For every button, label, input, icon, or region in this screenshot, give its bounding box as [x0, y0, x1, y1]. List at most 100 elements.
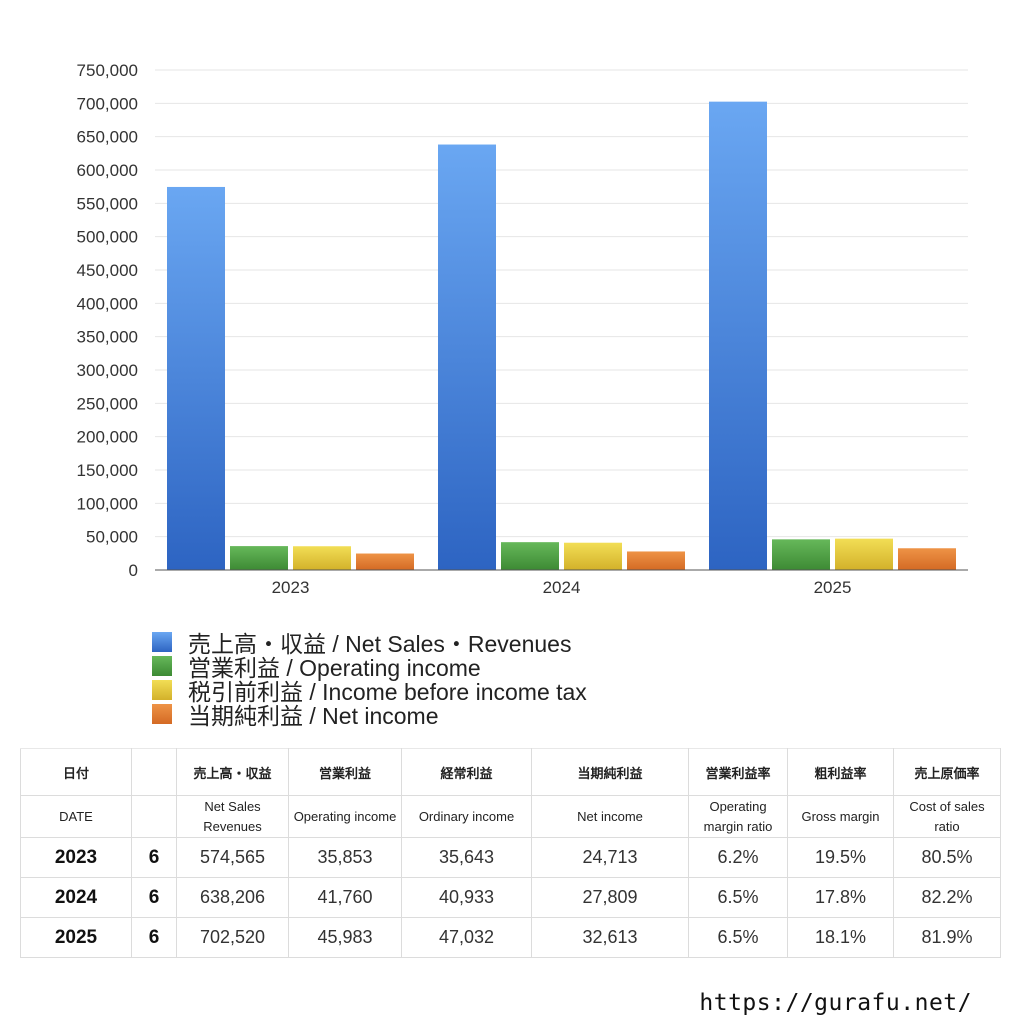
y-tick-label: 50,000	[86, 528, 138, 547]
y-tick-label: 500,000	[77, 228, 138, 247]
site-url[interactable]: https://gurafu.net/	[699, 990, 972, 1016]
legend-label-operating-income: 営業利益 / Operating income	[188, 655, 481, 681]
y-tick-label: 400,000	[77, 294, 138, 313]
cell-net-income: 24,713	[531, 837, 689, 878]
bar	[293, 546, 351, 570]
bar	[356, 553, 414, 570]
header-ja-date: 日付	[20, 748, 132, 796]
cell-net-sales: 638,206	[176, 877, 289, 918]
legend-swatch-operating-income	[152, 656, 172, 676]
table-row: 2025 6 702,520 45,983 47,032 32,613 6.5%…	[20, 917, 1001, 958]
y-tick-label: 250,000	[77, 394, 138, 413]
header-ja-cost-ratio: 売上原価率	[893, 748, 1001, 796]
legend-item-operating-income: 営業利益 / Operating income	[152, 654, 587, 681]
y-tick-label: 0	[129, 561, 138, 580]
cell-net-income: 32,613	[531, 917, 689, 958]
legend-swatch-net-sales	[152, 632, 172, 652]
table-row: 2023 6 574,565 35,853 35,643 24,713 6.2%…	[20, 837, 1001, 878]
bar	[564, 542, 622, 570]
cell-net-income: 27,809	[531, 877, 689, 918]
cell-month: 6	[131, 837, 177, 878]
x-tick-label: 2024	[543, 578, 581, 597]
y-tick-label: 600,000	[77, 161, 138, 180]
cell-gross-margin: 19.5%	[787, 837, 894, 878]
y-tick-label: 300,000	[77, 361, 138, 380]
cell-net-sales: 574,565	[176, 837, 289, 878]
cell-year: 2023	[20, 837, 132, 878]
y-tick-label: 700,000	[77, 94, 138, 113]
y-tick-label: 750,000	[77, 61, 138, 80]
bar	[772, 539, 830, 570]
header-ja-net-sales: 売上高・収益	[176, 748, 289, 796]
gridlines	[155, 69, 968, 538]
cell-operating-income: 45,983	[288, 917, 402, 958]
cell-operating-margin: 6.5%	[688, 917, 788, 958]
x-axis-ticks: 2023 2024 2025	[272, 578, 852, 597]
y-tick-label: 650,000	[77, 128, 138, 147]
y-tick-label: 100,000	[77, 494, 138, 513]
bar	[709, 101, 767, 571]
y-tick-label: 550,000	[77, 194, 138, 213]
cell-month: 6	[131, 877, 177, 918]
cell-operating-margin: 6.5%	[688, 877, 788, 918]
y-tick-label: 450,000	[77, 261, 138, 280]
cell-cost-ratio: 80.5%	[893, 837, 1001, 878]
table-header-japanese: 日付 売上高・収益 営業利益 経常利益 当期純利益 営業利益率 粗利益率 売上原…	[20, 748, 1001, 796]
cell-operating-income: 41,760	[288, 877, 402, 918]
bar	[501, 542, 559, 570]
header-en-operating-margin: Operating margin ratio	[688, 795, 788, 838]
legend-swatch-income-before-tax	[152, 680, 172, 700]
bar	[835, 538, 893, 570]
financial-table: 日付 売上高・収益 営業利益 経常利益 当期純利益 営業利益率 粗利益率 売上原…	[20, 748, 1001, 958]
cell-gross-margin: 18.1%	[787, 917, 894, 958]
legend-swatch-net-income	[152, 704, 172, 724]
cell-gross-margin: 17.8%	[787, 877, 894, 918]
header-ja-operating-income: 営業利益	[288, 748, 402, 796]
cell-ordinary-income: 47,032	[401, 917, 532, 958]
header-en-month	[131, 795, 177, 838]
header-ja-month	[131, 748, 177, 796]
header-en-cost-ratio: Cost of sales ratio	[893, 795, 1001, 838]
header-ja-operating-margin: 営業利益率	[688, 748, 788, 796]
bar	[627, 551, 685, 570]
cell-cost-ratio: 81.9%	[893, 917, 1001, 958]
legend-item-income-before-tax: 税引前利益 / Income before income tax	[152, 678, 587, 705]
cell-net-sales: 702,520	[176, 917, 289, 958]
table-row: 2024 6 638,206 41,760 40,933 27,809 6.5%…	[20, 877, 1001, 918]
y-tick-label: 200,000	[77, 428, 138, 447]
legend-label-net-income: 当期純利益 / Net income	[188, 703, 439, 729]
legend-label-income-before-tax: 税引前利益 / Income before income tax	[188, 679, 587, 705]
bars	[167, 101, 956, 571]
y-tick-label: 150,000	[77, 461, 138, 480]
legend-label-net-sales: 売上高・収益 / Net Sales・Revenues	[188, 631, 572, 657]
header-en-ordinary-income: Ordinary income	[401, 795, 532, 838]
cell-ordinary-income: 40,933	[401, 877, 532, 918]
x-tick-label: 2025	[814, 578, 852, 597]
header-ja-gross-margin: 粗利益率	[787, 748, 894, 796]
header-en-operating-income: Operating income	[288, 795, 402, 838]
bar	[167, 186, 225, 570]
bar	[438, 144, 496, 570]
bar-chart: 0 50,000 100,000 150,000 200,000 250,000 300,0…	[77, 61, 968, 597]
legend-item-net-income: 当期純利益 / Net income	[152, 702, 587, 729]
x-tick-label: 2023	[272, 578, 310, 597]
header-ja-net-income: 当期純利益	[531, 748, 689, 796]
header-en-gross-margin: Gross margin	[787, 795, 894, 838]
cell-year: 2025	[20, 917, 132, 958]
header-en-date: DATE	[20, 795, 132, 838]
bar	[230, 546, 288, 570]
cell-cost-ratio: 82.2%	[893, 877, 1001, 918]
y-tick-label: 350,000	[77, 328, 138, 347]
cell-year: 2024	[20, 877, 132, 918]
chart-legend: 売上高・収益 / Net Sales・Revenues 営業利益 / Opera…	[152, 630, 587, 729]
cell-operating-income: 35,853	[288, 837, 402, 878]
cell-month: 6	[131, 917, 177, 958]
table-header-english: DATE Net Sales Revenues Operating income…	[20, 795, 1001, 838]
legend-item-net-sales: 売上高・収益 / Net Sales・Revenues	[152, 630, 587, 657]
bar	[898, 548, 956, 570]
y-axis-ticks: 0 50,000 100,000 150,000 200,000 250,000 300,0…	[77, 61, 138, 580]
header-en-net-income: Net income	[531, 795, 689, 838]
header-ja-ordinary-income: 経常利益	[401, 748, 532, 796]
cell-ordinary-income: 35,643	[401, 837, 532, 878]
header-en-net-sales: Net Sales Revenues	[176, 795, 289, 838]
